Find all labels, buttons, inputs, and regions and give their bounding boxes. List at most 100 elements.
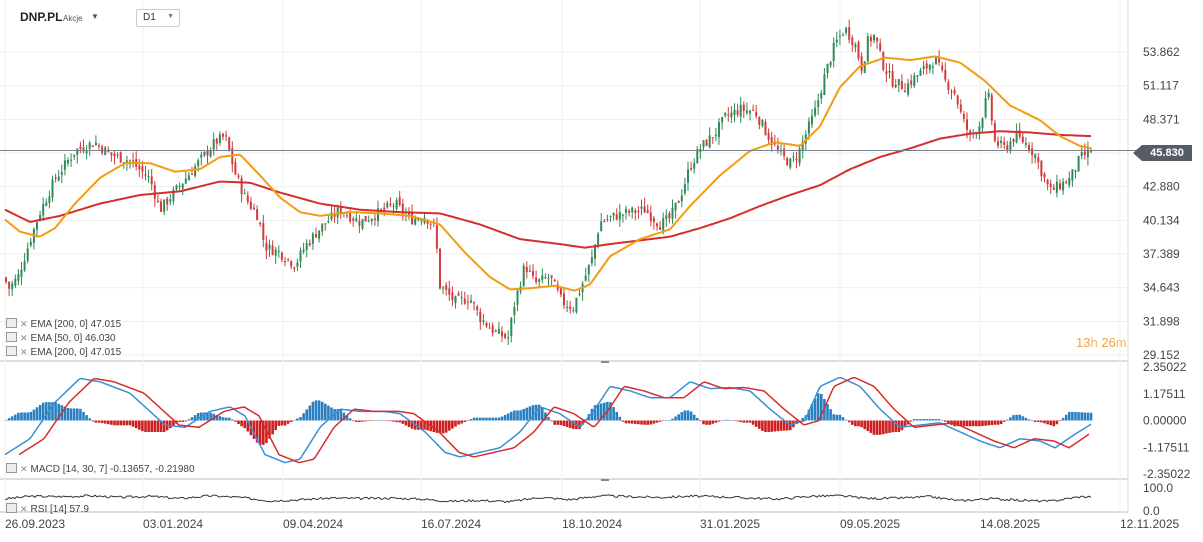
macd-histogram-bar <box>156 420 160 432</box>
candle-body <box>169 199 172 202</box>
resize-handle <box>601 479 609 481</box>
macd-histogram-bar <box>872 420 876 435</box>
macd-histogram-bar <box>913 419 916 421</box>
macd-histogram-bar <box>398 420 401 423</box>
candle-body <box>324 223 327 225</box>
macd-histogram-bar <box>1074 411 1077 421</box>
macd-histogram-bar <box>305 409 308 421</box>
candle-body <box>153 185 156 199</box>
candle-body <box>60 172 63 175</box>
candle-body <box>318 230 321 239</box>
macd-histogram-bar <box>866 420 870 432</box>
indicator-ema-200-b[interactable]: ✕ EMA [200, 0] 47.015 <box>6 346 121 358</box>
candle-body <box>197 160 200 167</box>
rsi-tick-label: 100.0 <box>1143 481 1173 495</box>
candle-body <box>984 97 987 118</box>
candle-body <box>88 142 91 149</box>
candle-body <box>1034 154 1037 159</box>
close-icon[interactable]: ✕ <box>20 333 28 343</box>
candle-body <box>5 277 7 282</box>
candle-body <box>240 178 243 195</box>
settings-icon[interactable] <box>6 318 17 328</box>
macd-histogram-bar <box>978 420 981 427</box>
close-icon[interactable]: ✕ <box>20 347 28 357</box>
candle-body <box>70 159 73 161</box>
macd-histogram-bar <box>851 420 854 425</box>
candle-body <box>1003 141 1006 145</box>
candle-body <box>708 135 711 148</box>
macd-histogram-bar <box>41 402 45 421</box>
candle-body <box>141 166 144 172</box>
macd-histogram-bar <box>556 420 560 425</box>
x-tick-label: 26.09.2023 <box>5 517 65 531</box>
indicator-rsi[interactable]: ✕ RSI [14] 57.9 <box>6 503 89 515</box>
candle-body <box>11 283 14 290</box>
macd-histogram-bar <box>689 411 693 421</box>
indicator-macd[interactable]: ✕ MACD [14, 30, 7] -0.13657, -0.21980 <box>6 463 195 475</box>
candle-body <box>457 293 460 296</box>
candle-body <box>674 202 677 211</box>
macd-histogram-bar <box>444 420 448 433</box>
candle-body <box>705 139 708 146</box>
candle-body <box>962 114 965 119</box>
candle-body <box>885 71 888 75</box>
macd-histogram-bar <box>1083 412 1087 421</box>
candle-body <box>938 58 941 63</box>
settings-icon[interactable] <box>6 503 17 513</box>
macd-histogram-bar <box>981 420 984 426</box>
settings-icon[interactable] <box>6 346 17 356</box>
timeframe-select[interactable]: D1 ▼ <box>136 9 180 27</box>
macd-histogram-bar <box>736 420 739 422</box>
macd-histogram-bar <box>23 412 26 421</box>
candle-body <box>259 222 262 225</box>
candle-body <box>14 278 17 286</box>
candle-body <box>274 249 277 256</box>
macd-histogram-bar <box>240 420 243 427</box>
candle-body <box>225 135 228 137</box>
macd-histogram-bar <box>482 417 485 421</box>
candle-body <box>305 243 308 250</box>
macd-histogram-bar <box>355 420 358 422</box>
settings-icon[interactable] <box>6 332 17 342</box>
indicator-ema-50[interactable]: ✕ EMA [50, 0] 46.030 <box>6 332 116 344</box>
macd-histogram-bar <box>999 420 1003 425</box>
candle-body <box>550 275 553 278</box>
indicator-ema-200[interactable]: ✕ EMA [200, 0] 47.015 <box>6 318 121 330</box>
candle-body <box>761 120 764 127</box>
y-tick-label: 34.643 <box>1143 281 1180 295</box>
candle-body <box>256 209 259 221</box>
close-icon[interactable]: ✕ <box>20 319 28 329</box>
symbol-label[interactable]: DNP.PL <box>20 10 63 24</box>
candle-body <box>262 223 265 240</box>
macd-histogram-bar <box>7 418 11 421</box>
macd-histogram-bar <box>739 420 742 422</box>
macd-histogram-bar <box>317 400 321 421</box>
macd-histogram-bar <box>878 420 882 435</box>
candle-body <box>1049 183 1052 188</box>
close-icon[interactable]: ✕ <box>20 504 28 514</box>
candle-body <box>745 110 748 114</box>
macd-histogram-bar <box>379 420 383 421</box>
candle-body <box>665 215 668 220</box>
symbol-dropdown-icon[interactable]: ▼ <box>91 12 99 21</box>
macd-histogram-bar <box>782 420 786 431</box>
macd-histogram-bar <box>720 420 724 421</box>
candle-body <box>922 66 925 70</box>
candle-body <box>928 64 931 70</box>
candle-body <box>249 201 252 209</box>
macd-histogram-bar <box>358 420 361 422</box>
macd-histogram-bar <box>448 420 451 431</box>
settings-icon[interactable] <box>6 463 17 473</box>
macd-histogram-bar <box>1055 420 1059 425</box>
candle-body <box>776 145 779 150</box>
macd-histogram-bar <box>293 420 296 421</box>
candle-body <box>569 306 572 310</box>
candle-body <box>773 143 776 145</box>
macd-histogram-bar <box>382 420 386 421</box>
macd-histogram-bar <box>193 415 197 421</box>
candle-body <box>525 266 528 273</box>
macd-histogram-bar <box>503 415 507 421</box>
close-icon[interactable]: ✕ <box>20 464 28 474</box>
macd-histogram-bar <box>376 420 380 421</box>
